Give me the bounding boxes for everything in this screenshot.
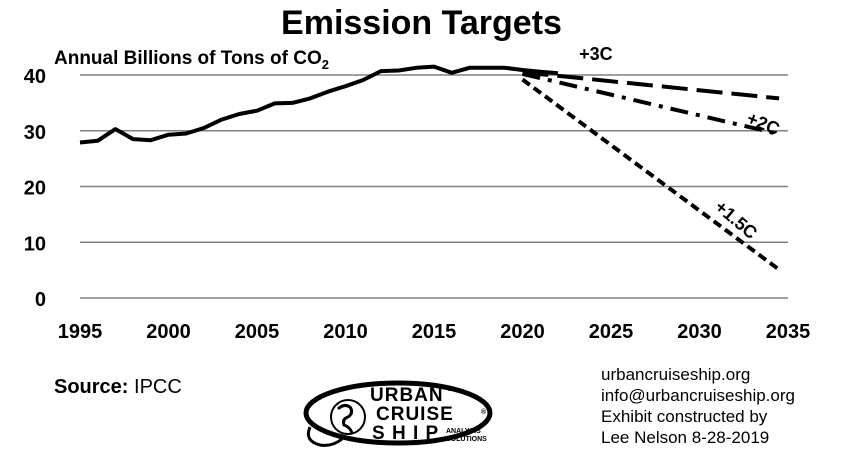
series-line-3C: [522, 70, 780, 101]
logo-registered-mark-2: ®: [481, 409, 487, 416]
x-tick-label: 2005: [235, 321, 280, 343]
x-tick-label: 2000: [146, 321, 191, 343]
x-tick-label: 2010: [323, 321, 368, 343]
credits-block: urbancruiseship.org info@urbancruiseship…: [601, 364, 795, 448]
x-tick-label: 2030: [677, 321, 722, 343]
x-tick-label: 2015: [412, 321, 457, 343]
y-tick-label: 10: [24, 233, 46, 255]
x-tick-label: 2035: [766, 321, 811, 343]
x-tick-label: 2025: [589, 321, 634, 343]
series-line-2C: [522, 71, 780, 137]
credit-website: urbancruiseship.org: [601, 365, 751, 384]
logo-registered-mark: ®: [447, 386, 453, 393]
logo-line-2: CRUISE: [376, 404, 454, 425]
y-tick-label: 30: [24, 122, 46, 144]
urban-cruise-ship-logo: URBAN ® CRUISE ® S H I P ANALYSIS SOLUTI…: [300, 375, 500, 459]
chart-title: Emission Targets: [281, 4, 562, 42]
x-tick-label: 1995: [58, 321, 103, 343]
credit-email: info@urbancruiseship.org: [601, 386, 795, 405]
series-line-15C: [521, 77, 781, 272]
x-tick-label: 2020: [500, 321, 545, 343]
y-axis-label: Annual Billions of Tons of CO2: [54, 48, 329, 72]
logo-line-1: URBAN: [370, 385, 444, 406]
series-annotation-label: +1.5C: [711, 197, 761, 244]
source-note: Source: IPCC: [54, 376, 182, 398]
y-tick-label: 20: [24, 178, 46, 200]
series-annotation-label: +3C: [579, 44, 613, 64]
logo-analysis: ANALYSIS: [446, 428, 481, 435]
y-tick-label: 0: [35, 289, 46, 311]
credit-line: Exhibit constructed by: [601, 407, 768, 426]
logo-solutions: SOLUTIONS: [446, 436, 487, 443]
series-line-historical: [79, 64, 559, 145]
logo-line-3: S H I P: [372, 423, 440, 444]
y-tick-label: 40: [24, 66, 46, 88]
series-annotation-label: +2C: [744, 108, 783, 139]
credit-author: Lee Nelson 8-28-2019: [601, 428, 770, 447]
